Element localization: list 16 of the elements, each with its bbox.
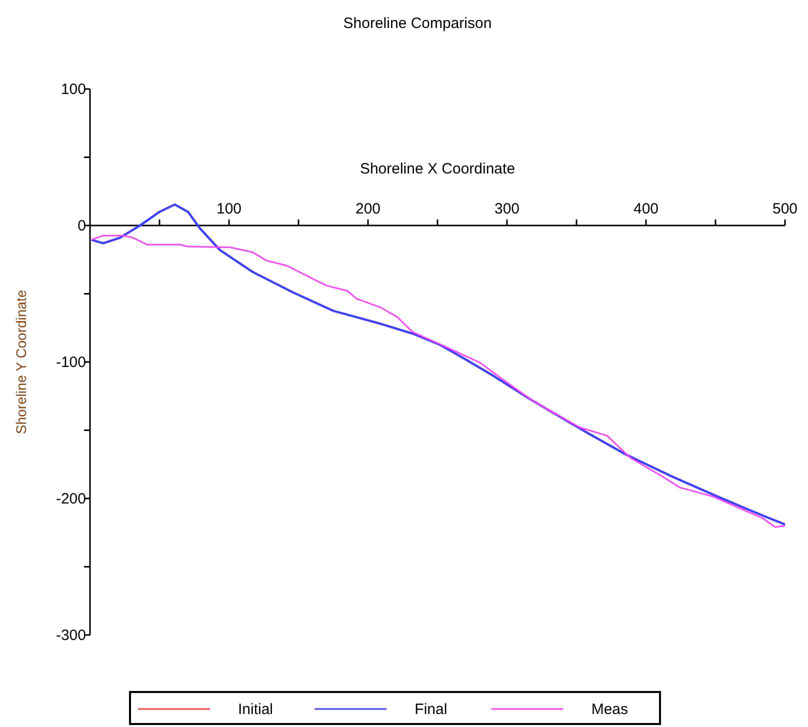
x-axis-title: Shoreline X Coordinate (360, 160, 516, 178)
y-tick-label: 0 (78, 218, 86, 234)
legend-label: Final (414, 701, 448, 718)
y-tick-label: 100 (60, 81, 86, 98)
x-tick-label: 400 (633, 200, 659, 218)
y-tick-label: -300 (56, 627, 86, 644)
x-tick-label: 200 (355, 200, 381, 218)
legend-label: Meas (591, 701, 628, 718)
y-tick-label: -200 (56, 490, 86, 508)
y-tick-label: -100 (56, 354, 86, 371)
y-axis-title: Shoreline Y Coordinate (13, 290, 29, 434)
legend-label: Initial (238, 701, 274, 718)
x-tick-label: 500 (772, 200, 798, 218)
x-tick-label: 300 (494, 200, 520, 218)
chart-title: Shoreline Comparison (343, 15, 492, 32)
x-tick-label: 100 (216, 200, 242, 218)
